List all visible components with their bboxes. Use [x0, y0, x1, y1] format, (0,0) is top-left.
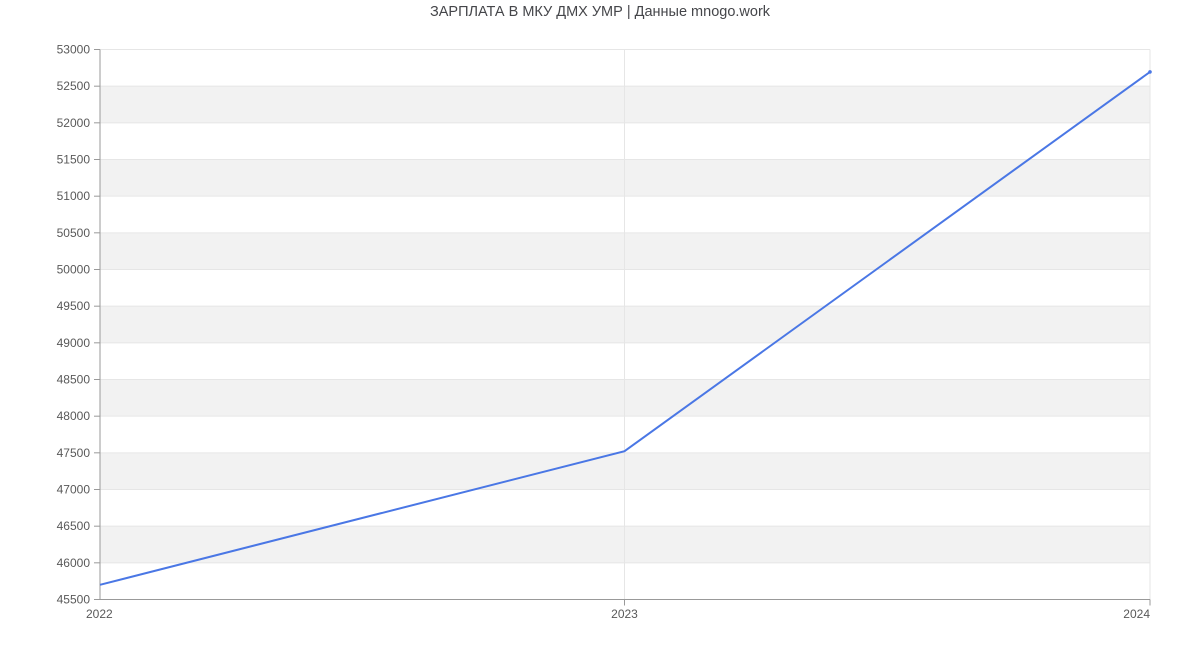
svg-text:2024: 2024 — [1123, 607, 1150, 621]
svg-text:47000: 47000 — [57, 483, 91, 497]
svg-text:49500: 49500 — [57, 299, 91, 313]
svg-text:50500: 50500 — [57, 226, 91, 240]
svg-text:49000: 49000 — [57, 336, 91, 350]
svg-text:48500: 48500 — [57, 373, 91, 387]
svg-text:51000: 51000 — [57, 189, 91, 203]
svg-text:46500: 46500 — [57, 519, 91, 533]
svg-text:50000: 50000 — [57, 263, 91, 277]
svg-text:53000: 53000 — [57, 43, 91, 57]
svg-text:48000: 48000 — [57, 409, 91, 423]
svg-text:2022: 2022 — [86, 607, 113, 621]
svg-text:52000: 52000 — [57, 116, 91, 130]
svg-text:45500: 45500 — [57, 593, 91, 607]
svg-text:47500: 47500 — [57, 446, 91, 460]
svg-text:46000: 46000 — [57, 556, 91, 570]
svg-text:52500: 52500 — [57, 79, 91, 93]
svg-text:2023: 2023 — [611, 607, 638, 621]
svg-text:51500: 51500 — [57, 153, 91, 167]
